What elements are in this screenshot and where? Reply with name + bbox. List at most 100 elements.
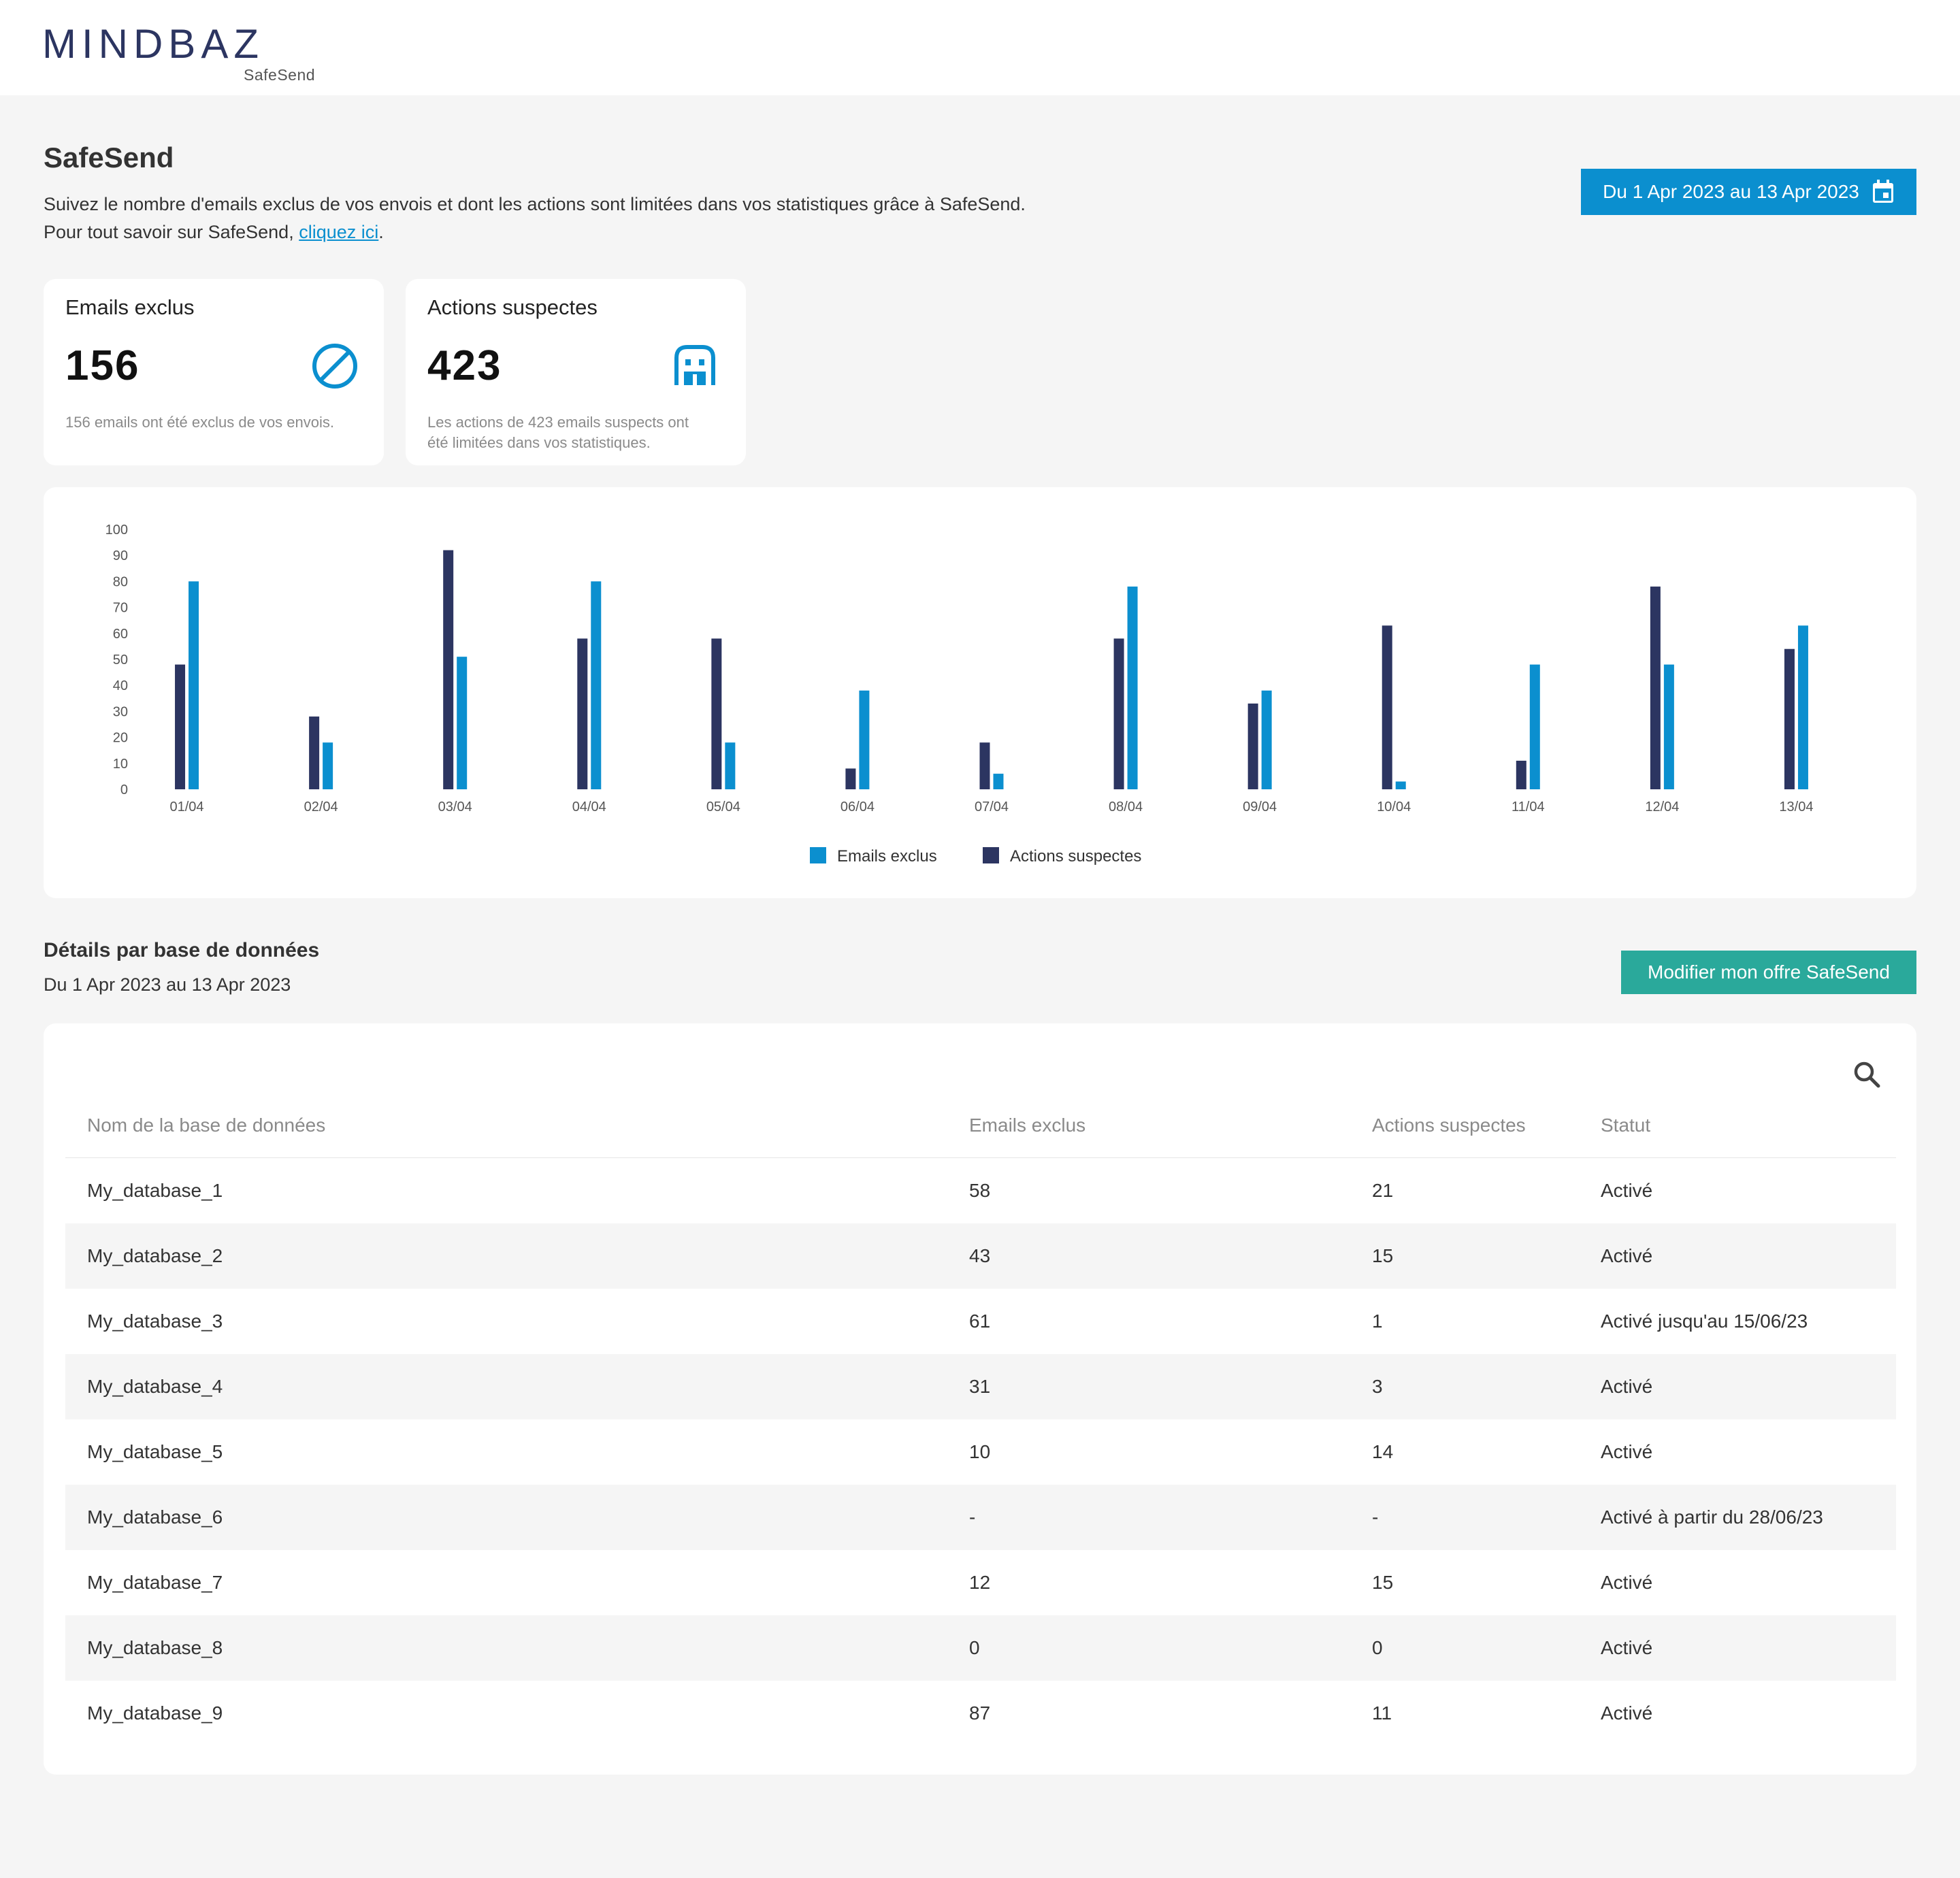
legend-swatch: [810, 847, 826, 863]
x-tick-label: 05/04: [706, 800, 740, 814]
product-name: SafeSend: [244, 66, 316, 84]
db-emails-exclus: 0: [969, 1637, 980, 1658]
column-header-actions-suspectes[interactable]: Actions suspectes: [1372, 1115, 1526, 1136]
bar-emails-exclus: [591, 581, 602, 789]
column-header-emails-exclus[interactable]: Emails exclus: [969, 1115, 1086, 1136]
bar-actions-suspectes: [1650, 587, 1661, 789]
y-tick-label: 40: [113, 678, 128, 693]
db-name: My_database_4: [87, 1376, 223, 1397]
db-actions-suspectes: 3: [1372, 1376, 1383, 1397]
table-row[interactable]: My_database_3 61 1 Activé jusqu'au 15/06…: [65, 1289, 1896, 1354]
search-icon: [1854, 1061, 1880, 1088]
db-emails-exclus: -: [969, 1506, 976, 1528]
y-tick-label: 0: [120, 782, 128, 797]
x-tick-label: 11/04: [1512, 800, 1545, 814]
x-tick-label: 13/04: [1779, 800, 1813, 814]
column-header-name[interactable]: Nom de la base de données: [87, 1115, 326, 1136]
bar-actions-suspectes: [711, 638, 722, 789]
bar-actions-suspectes: [845, 768, 856, 789]
date-range-label: Du 1 Apr 2023 au 13 Apr 2023: [1603, 181, 1859, 202]
learn-more-link[interactable]: cliquez ici: [299, 222, 379, 242]
bar-emails-exclus: [859, 690, 870, 789]
y-tick-label: 20: [113, 731, 128, 746]
date-range-button[interactable]: Du 1 Apr 2023 au 13 Apr 2023: [1581, 169, 1916, 215]
db-name: My_database_1: [87, 1180, 223, 1201]
legend-swatch: [983, 847, 999, 863]
x-tick-label: 07/04: [975, 800, 1009, 814]
db-statut: Activé: [1601, 1245, 1653, 1266]
intro-line-1: Suivez le nombre d'emails exclus de vos …: [44, 194, 1026, 214]
bar-emails-exclus: [1663, 664, 1674, 789]
db-statut: Activé: [1601, 1637, 1653, 1658]
table-row[interactable]: My_database_2 43 15 Activé: [65, 1223, 1896, 1289]
bar-emails-exclus: [725, 742, 736, 789]
table-row[interactable]: My_database_6 - - Activé à partir du 28/…: [65, 1485, 1896, 1550]
kpi-title: Actions suspectes: [427, 295, 598, 319]
db-emails-exclus: 87: [969, 1702, 991, 1724]
table-row[interactable]: My_database_8 0 0 Activé: [65, 1615, 1896, 1681]
db-actions-suspectes: 0: [1372, 1637, 1383, 1658]
y-tick-label: 30: [113, 704, 128, 719]
bar-emails-exclus: [1529, 664, 1540, 789]
kpi-card-actions-suspectes: Actions suspectes 423 Les actions de 423…: [406, 279, 746, 465]
y-tick-label: 100: [105, 523, 128, 538]
x-tick-label: 04/04: [572, 800, 606, 814]
db-name: My_database_5: [87, 1441, 223, 1462]
db-emails-exclus: 12: [969, 1572, 991, 1593]
bar-chart: 0 10 20 30 40 50 60 70 80 90 100 01/04 02/04 03/04 04/…: [105, 523, 1814, 866]
legend-label: Actions suspectes: [1010, 847, 1141, 866]
y-tick-label: 90: [113, 548, 128, 563]
table-row[interactable]: My_database_4 31 3 Activé: [65, 1354, 1896, 1419]
legend-label: Emails exclus: [837, 847, 937, 866]
x-tick-label: 08/04: [1109, 800, 1143, 814]
bar-actions-suspectes: [1516, 760, 1526, 789]
intro-prefix: Pour tout savoir sur SafeSend,: [44, 222, 299, 242]
x-tick-label: 01/04: [170, 800, 204, 814]
db-name: My_database_7: [87, 1572, 223, 1593]
db-emails-exclus: 61: [969, 1311, 991, 1332]
db-statut: Activé jusqu'au 15/06/23: [1601, 1311, 1808, 1332]
db-name: My_database_2: [87, 1245, 223, 1266]
bar-emails-exclus: [323, 742, 333, 789]
db-actions-suspectes: 21: [1372, 1180, 1394, 1201]
bar-emails-exclus: [1127, 587, 1138, 789]
y-tick-label: 80: [113, 574, 128, 589]
db-emails-exclus: 58: [969, 1180, 991, 1201]
db-name: My_database_8: [87, 1637, 223, 1658]
table-row[interactable]: My_database_1 58 21 Activé: [65, 1158, 1896, 1223]
bar-actions-suspectes: [979, 742, 990, 789]
column-header-statut[interactable]: Statut: [1601, 1115, 1651, 1136]
bar-actions-suspectes: [443, 550, 454, 789]
kpi-description: Les actions de 423 emails suspects ont é…: [427, 414, 689, 451]
bar-actions-suspectes: [309, 716, 320, 789]
bar-emails-exclus: [1261, 690, 1272, 789]
x-tick-label: 06/04: [840, 800, 875, 814]
db-statut: Activé: [1601, 1572, 1653, 1593]
mindbaz-logo[interactable]: MINDBAZ: [42, 19, 328, 87]
x-tick-label: 09/04: [1243, 800, 1277, 814]
db-emails-exclus: 10: [969, 1441, 991, 1462]
top-bar: MINDBAZ SafeSend: [0, 0, 1960, 95]
intro-line-2: Pour tout savoir sur SafeSend, cliquez i…: [44, 218, 1026, 246]
db-emails-exclus: 31: [969, 1376, 991, 1397]
robot-icon: [674, 345, 715, 385]
bar-emails-exclus: [1395, 781, 1406, 789]
y-tick-label: 10: [113, 757, 128, 772]
kpi-card-emails-exclus: Emails exclus 156 156 emails ont été exc…: [44, 279, 384, 465]
table-row[interactable]: My_database_7 12 15 Activé: [65, 1550, 1896, 1615]
table-row[interactable]: My_database_5 10 14 Activé: [65, 1419, 1896, 1485]
db-name: My_database_6: [87, 1506, 223, 1528]
kpi-title: Emails exclus: [65, 295, 195, 319]
db-actions-suspectes: 15: [1372, 1572, 1394, 1593]
kpi-value: 423: [427, 342, 502, 389]
db-name: My_database_9: [87, 1702, 223, 1724]
table-row[interactable]: My_database_9 87 11 Activé: [65, 1681, 1896, 1746]
intro-text: Suivez le nombre d'emails exclus de vos …: [44, 191, 1026, 246]
search-button[interactable]: [1851, 1059, 1884, 1091]
db-statut: Activé: [1601, 1376, 1653, 1397]
modify-offer-button[interactable]: Modifier mon offre SafeSend: [1621, 951, 1916, 994]
bar-emails-exclus: [189, 581, 199, 789]
bar-emails-exclus: [457, 657, 468, 789]
bar-actions-suspectes: [577, 638, 588, 789]
x-tick-label: 12/04: [1645, 800, 1679, 814]
